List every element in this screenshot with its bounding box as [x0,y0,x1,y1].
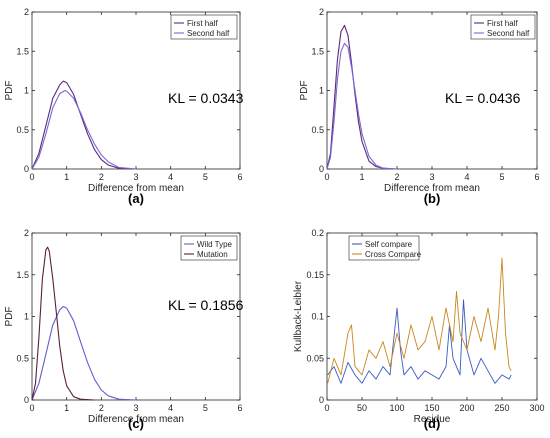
kl-annotation: KL = 0.1856 [168,297,244,313]
y-tick-label: 2 [24,7,29,17]
panel-label: (d) [424,416,441,431]
series-line-first-half [31,80,137,170]
y-axis-label: PDF [299,81,310,101]
y-axis-label: PDF [4,307,15,327]
x-tick-label: 4 [168,403,173,413]
series-line-first-half [326,24,398,170]
legend-label: Second half [487,29,530,38]
x-tick-label: 1 [359,172,364,182]
y-axis-label: PDF [4,81,15,101]
x-tick-label: 2 [394,172,399,182]
y-tick-label: 1.5 [311,46,324,56]
y-tick-label: 0 [24,164,29,174]
series-line-cross-compare [327,257,512,384]
kl-annotation: KL = 0.0343 [168,90,244,106]
kl-annotation: KL = 0.0436 [445,90,521,106]
legend-label: Cross Compare [365,250,422,259]
y-axis-label: Kullback-Leibler [293,280,304,352]
x-tick-label: 4 [168,172,173,182]
y-tick-label: 1.5 [16,46,29,56]
x-tick-label: 1 [64,403,69,413]
y-tick-label: 1 [24,312,29,322]
x-axis-label: Residue [414,414,451,425]
series-line-second-half [31,89,137,170]
x-tick-label: 2 [99,172,104,182]
x-tick-label: 300 [529,403,544,413]
legend-label: Mutation [197,250,228,259]
y-tick-label: 1.5 [16,270,29,280]
x-tick-label: 5 [203,172,208,182]
x-tick-label: 3 [429,172,434,182]
y-tick-label: 0.1 [311,312,324,322]
x-tick-label: 0 [324,403,329,413]
y-tick-label: 0.2 [311,228,324,238]
panel-label: (b) [424,191,441,206]
x-tick-label: 0 [324,172,329,182]
legend-label: First half [487,19,518,28]
legend-label: Second half [187,29,230,38]
x-tick-label: 1 [64,172,69,182]
legend-label: Wild Type [197,240,233,249]
x-tick-label: 250 [494,403,509,413]
x-tick-label: 0 [29,403,34,413]
y-tick-label: 0.05 [306,353,324,363]
y-tick-label: 0.5 [16,353,29,363]
series-line-self-compare [327,299,512,384]
x-tick-label: 5 [203,403,208,413]
x-tick-label: 2 [99,403,104,413]
y-tick-label: 1 [24,86,29,96]
series-line-mutation [31,246,95,401]
y-tick-label: 0 [319,164,324,174]
legend-label: Self compare [365,240,413,249]
x-tick-label: 6 [237,172,242,182]
y-tick-label: 2 [319,7,324,17]
y-tick-label: 0.5 [16,125,29,135]
legend-box [470,14,536,40]
x-tick-label: 4 [464,172,469,182]
series-line-wild-type [31,305,137,401]
y-tick-label: 1 [319,86,324,96]
x-tick-label: 3 [133,172,138,182]
x-tick-label: 6 [534,172,539,182]
x-tick-label: 50 [357,403,367,413]
y-tick-label: 2 [24,228,29,238]
panel-d: 0 50 100 150 200 250 300 0 0.05 0.1 0.15 0.2 Residue… [293,228,545,431]
legend-box [170,14,238,40]
x-tick-label: 3 [133,403,138,413]
x-tick-label: 6 [237,403,242,413]
legend-label: First half [187,19,218,28]
y-tick-label: 0 [24,395,29,405]
y-tick-label: 0.5 [311,125,324,135]
legend-box [348,235,420,261]
x-tick-label: 200 [459,403,474,413]
series-line-second-half [326,42,398,170]
panel-label: (a) [128,191,144,206]
x-tick-label: 0 [29,172,34,182]
panel-label: (c) [128,416,144,431]
x-axis-label: Difference from mean [88,414,184,425]
y-tick-label: 0.15 [306,270,324,280]
y-tick-label: 0 [319,395,324,405]
x-tick-label: 150 [424,403,439,413]
x-tick-label: 5 [499,172,504,182]
legend-box [180,235,238,261]
x-tick-label: 100 [389,403,404,413]
x-axis-label: Difference from mean [88,183,184,194]
x-axis-label: Difference from mean [384,183,480,194]
